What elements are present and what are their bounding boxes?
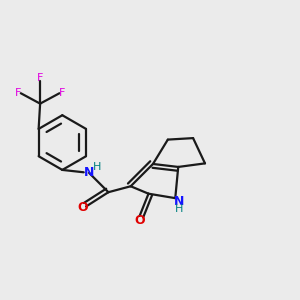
Text: H: H — [93, 162, 102, 172]
Text: O: O — [77, 202, 88, 214]
Text: H: H — [175, 204, 183, 214]
Text: F: F — [37, 73, 43, 83]
Text: N: N — [84, 167, 94, 179]
Text: O: O — [134, 214, 145, 227]
Text: F: F — [15, 88, 22, 98]
Text: N: N — [174, 195, 184, 208]
Text: F: F — [58, 88, 65, 98]
